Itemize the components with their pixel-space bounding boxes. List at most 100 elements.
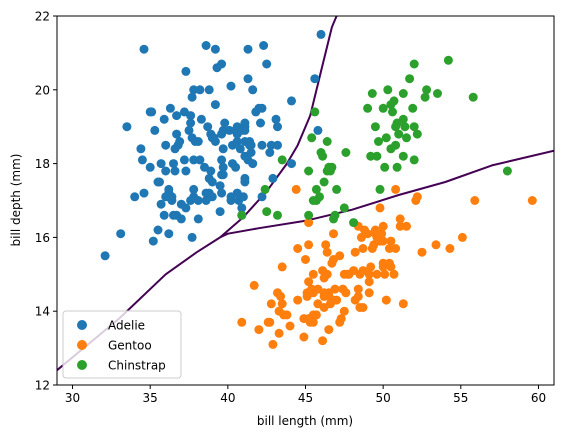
point-chinstrap (409, 59, 419, 69)
x-tick-label: 35 (143, 391, 158, 405)
point-chinstrap (273, 210, 282, 220)
point-gentoo (470, 196, 480, 205)
point-adelie (224, 125, 234, 135)
point-gentoo (308, 269, 318, 279)
point-chinstrap (398, 114, 408, 124)
point-gentoo (380, 269, 390, 279)
point-gentoo (276, 291, 286, 301)
point-adelie (164, 229, 174, 239)
point-gentoo (358, 303, 368, 312)
point-adelie (215, 181, 225, 191)
point-gentoo (395, 214, 405, 224)
point-adelie (137, 155, 147, 165)
point-chinstrap (409, 155, 419, 165)
point-chinstrap (277, 155, 287, 165)
point-gentoo (457, 232, 467, 242)
point-gentoo (318, 336, 328, 346)
point-gentoo (363, 229, 373, 239)
point-gentoo (336, 314, 346, 324)
point-gentoo (364, 269, 374, 279)
point-chinstrap (409, 122, 419, 132)
y-tick-label: 14 (35, 305, 50, 319)
point-chinstrap (412, 129, 422, 139)
point-adelie (184, 125, 194, 135)
point-chinstrap (322, 137, 332, 146)
point-gentoo (412, 192, 422, 202)
point-gentoo (445, 244, 455, 253)
point-adelie (186, 111, 196, 121)
point-chinstrap (367, 89, 377, 98)
point-gentoo (237, 317, 247, 327)
point-chinstrap (307, 133, 317, 143)
point-adelie (136, 144, 146, 154)
point-adelie (139, 188, 149, 198)
point-adelie (204, 85, 214, 95)
point-chinstrap (383, 85, 393, 95)
point-gentoo (268, 339, 278, 349)
point-adelie (186, 118, 196, 128)
point-chinstrap (402, 133, 411, 143)
point-adelie (235, 144, 245, 154)
point-adelie (273, 122, 282, 132)
point-adelie (243, 74, 253, 84)
point-chinstrap (262, 207, 272, 217)
point-gentoo (291, 184, 301, 194)
point-adelie (150, 125, 160, 135)
point-gentoo (332, 295, 342, 305)
point-gentoo (358, 244, 368, 253)
point-chinstrap (468, 92, 478, 102)
point-adelie (217, 188, 227, 198)
point-gentoo (381, 295, 391, 305)
point-adelie (210, 137, 220, 146)
y-tick-label: 22 (35, 10, 50, 24)
point-gentoo (364, 277, 374, 287)
point-adelie (161, 140, 171, 150)
point-adelie (257, 192, 267, 202)
point-gentoo (249, 280, 259, 290)
point-chinstrap (304, 166, 314, 176)
point-gentoo (353, 291, 363, 301)
point-adelie (145, 162, 155, 172)
point-adelie (170, 166, 180, 176)
point-adelie (287, 159, 296, 169)
point-gentoo (335, 251, 345, 261)
legend-marker-adelie (77, 320, 87, 330)
x-tick-label: 30 (65, 391, 80, 405)
y-axis-label: bill depth (mm) (9, 154, 23, 247)
point-adelie (218, 170, 228, 180)
point-adelie (100, 251, 110, 261)
point-gentoo (277, 299, 287, 309)
point-adelie (181, 66, 191, 76)
point-chinstrap (400, 122, 410, 132)
point-gentoo (377, 229, 387, 239)
point-gentoo (375, 203, 385, 213)
point-adelie (207, 192, 217, 202)
point-adelie (206, 166, 216, 176)
point-adelie (193, 214, 203, 224)
point-adelie (196, 114, 206, 124)
point-chinstrap (391, 140, 401, 150)
point-gentoo (299, 332, 309, 342)
point-adelie (195, 155, 205, 165)
point-adelie (256, 118, 265, 128)
point-adelie (175, 137, 185, 146)
point-adelie (237, 203, 247, 213)
point-adelie (176, 214, 186, 224)
point-gentoo (378, 258, 388, 268)
point-gentoo (384, 244, 394, 253)
decision-boundary (57, 16, 554, 371)
y-tick-label: 18 (35, 157, 50, 171)
legend-label-gentoo: Gentoo (108, 339, 152, 353)
point-chinstrap (310, 107, 320, 117)
y-tick-label: 16 (35, 231, 50, 245)
point-adelie (116, 229, 126, 239)
point-gentoo (395, 221, 405, 231)
point-adelie (262, 59, 272, 69)
point-adelie (215, 207, 225, 217)
point-adelie (148, 236, 158, 246)
point-adelie (218, 162, 228, 172)
point-gentoo (398, 299, 408, 309)
point-gentoo (417, 247, 427, 257)
point-gentoo (308, 317, 318, 327)
point-adelie (238, 192, 248, 202)
